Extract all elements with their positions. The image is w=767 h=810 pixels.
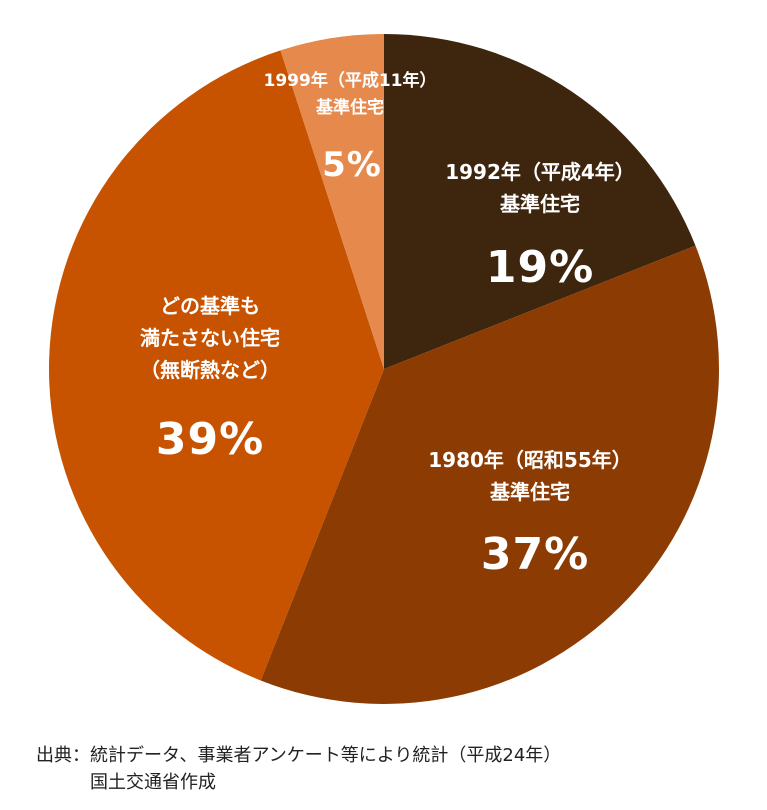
pie-slice xyxy=(48,50,384,681)
slice-label: どの基準も 満たさない住宅 （無断熱など） xyxy=(140,294,280,382)
slice-label: 1980年（昭和55年） 基準住宅 xyxy=(428,448,632,504)
pie-slice xyxy=(384,34,696,369)
value-label: 5% xyxy=(322,144,382,185)
value-label: 39% xyxy=(155,413,265,465)
slice-label: 1992年（平成4年） 基準住宅 xyxy=(445,160,635,216)
value-label: 37% xyxy=(480,528,590,580)
chart xyxy=(48,34,719,704)
pie-slice xyxy=(260,245,719,704)
source-label: 出典： xyxy=(36,745,90,766)
source-text: 統計データ、事業者アンケート等により統計（平成24年） 国土交通省作成 xyxy=(90,745,562,793)
slice-label: 1999年（平成11年） 基準住宅 xyxy=(263,70,437,118)
pie-slice xyxy=(280,34,384,369)
source: 出典： 統計データ、事業者アンケート等により統計（平成24年） 国土交通省作成 xyxy=(36,742,561,796)
value-label: 19% xyxy=(485,241,595,293)
